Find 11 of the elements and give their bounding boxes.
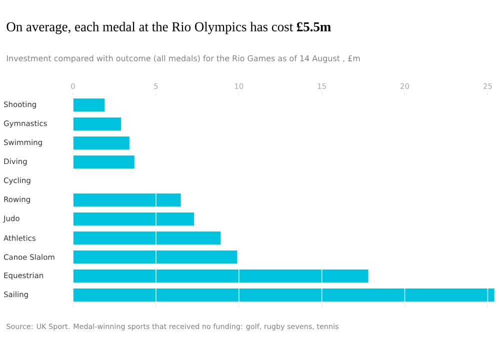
bar [73,270,368,282]
chart-title: On average, each medal at the Rio Olympics has cost £5.5m [6,22,331,34]
bar [73,250,238,264]
bar [73,212,194,226]
bar [73,98,105,112]
bar [73,232,221,244]
bar [73,194,181,206]
bar [73,288,494,302]
bar [73,136,130,150]
bar [73,156,134,168]
bar [73,118,122,130]
